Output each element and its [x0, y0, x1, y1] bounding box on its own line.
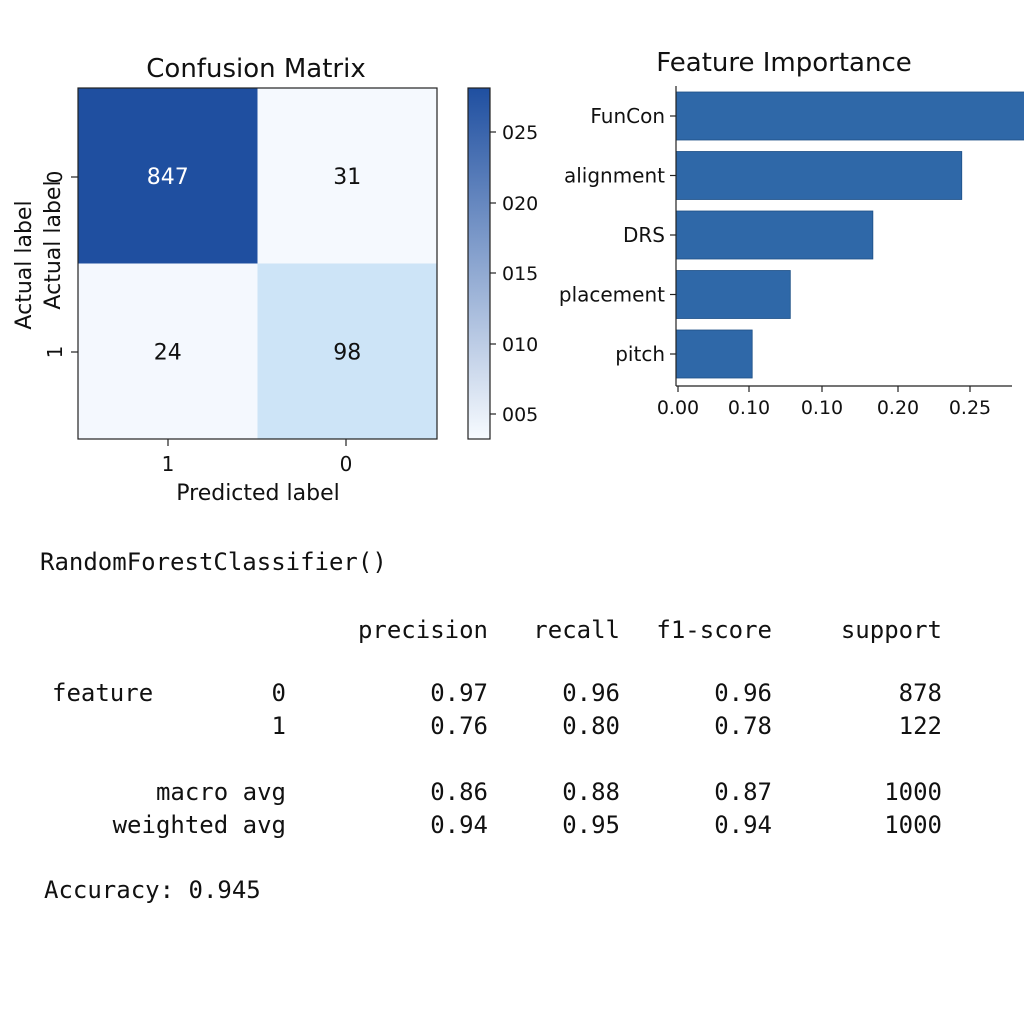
colorbar-tick-label: 010 — [502, 334, 538, 356]
fi-category-label: DRS — [623, 223, 665, 247]
colorbar-tick-label: 005 — [502, 404, 538, 426]
row-support: 878 — [898, 679, 942, 707]
row-support: 1000 — [884, 778, 942, 806]
row-support: 122 — [898, 712, 942, 740]
row-precision: 0.76 — [430, 712, 488, 740]
colorbar — [467, 87, 491, 440]
row-recall: 0.96 — [562, 679, 620, 707]
cm-ylabel: Actual label — [12, 200, 37, 329]
cm-cell — [78, 88, 258, 264]
colorbar-tick-label: 025 — [502, 122, 538, 144]
fi-category-label: alignment — [564, 164, 665, 188]
colorbar-tick-label: 020 — [502, 193, 538, 215]
accuracy-text: Accuracy: 0.945 — [44, 876, 261, 904]
cm-cell-value: 98 — [333, 340, 361, 365]
fi-xtick-label: 0.25 — [949, 397, 991, 419]
fi-category-label: pitch — [615, 342, 665, 366]
cm-cell — [78, 263, 258, 439]
row-precision: 0.94 — [430, 811, 488, 839]
classification-report: RandomForestClassifier() precision recal… — [0, 530, 1024, 950]
cm-cell — [257, 263, 437, 439]
cm-title: Confusion Matrix — [146, 54, 365, 84]
fi-xtick-label: 0.10 — [728, 397, 770, 419]
fi-xtick-label: 0.10 — [801, 397, 843, 419]
row-label: macro avg — [155, 778, 286, 806]
cm-cell — [257, 88, 437, 264]
feature-importance-chart: Feature Importance FunCon alignment DRS pla… — [560, 48, 1024, 419]
fi-xtick-label: 0.20 — [877, 397, 919, 419]
row-label: 0 — [271, 679, 286, 707]
fi-bar — [675, 91, 1024, 141]
cm-xtick-label: 0 — [340, 452, 353, 476]
cm-xtick-label: 1 — [162, 452, 175, 476]
row-support: 1000 — [884, 811, 942, 839]
row-recall: 0.95 — [562, 811, 620, 839]
fi-category-label: placement — [560, 283, 665, 307]
cm-cell-value: 847 — [147, 165, 189, 190]
header-precision: precision — [357, 616, 488, 644]
row-label: weighted avg — [112, 811, 286, 839]
cm-cell-value: 31 — [333, 165, 361, 190]
cm-ytick-label: 1 — [43, 346, 67, 359]
cm-ylabel-inner: Actual label — [41, 180, 66, 309]
row-precision: 0.97 — [430, 679, 488, 707]
row-f1: 0.78 — [714, 712, 772, 740]
header-support: support — [840, 616, 942, 644]
cm-frame — [77, 87, 438, 440]
fi-category-label: FunCon — [590, 104, 665, 128]
colorbar-tick-label: 015 — [502, 263, 538, 285]
cm-ytick-label: 0 — [43, 171, 67, 184]
fi-bar — [675, 329, 753, 379]
fi-bar — [675, 151, 963, 200]
row-recall: 0.80 — [562, 712, 620, 740]
header-f1: f1-score — [656, 616, 772, 644]
row-f1: 0.94 — [714, 811, 772, 839]
cm-xlabel: Predicted label — [176, 481, 339, 506]
row-label: 1 — [271, 712, 286, 740]
row-group-label: feature — [52, 679, 154, 707]
row-f1: 0.96 — [714, 679, 772, 707]
row-f1: 0.87 — [714, 778, 772, 806]
fi-title: Feature Importance — [656, 48, 912, 78]
confusion-matrix-chart: Confusion Matrix 847 31 24 98 1 0 0 1 Predicte… — [12, 54, 538, 506]
cm-cell-value: 24 — [154, 340, 182, 365]
fi-xtick-label: 0.00 — [657, 397, 699, 419]
fi-bar — [675, 270, 791, 319]
row-recall: 0.88 — [562, 778, 620, 806]
header-recall: recall — [533, 616, 620, 644]
model-name: RandomForestClassifier() — [40, 548, 387, 576]
row-precision: 0.86 — [430, 778, 488, 806]
fi-bar — [675, 210, 874, 260]
